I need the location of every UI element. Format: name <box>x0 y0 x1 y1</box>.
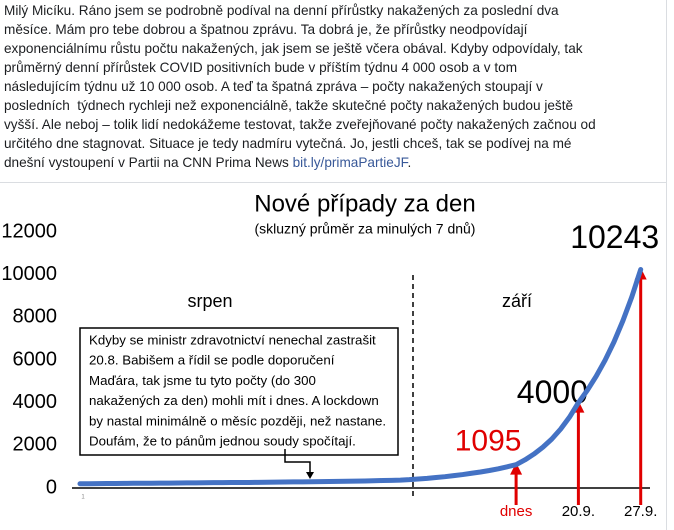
annotation-line: 20.8. Babišem a řídil se podle doporučen… <box>89 353 335 368</box>
annotation-arrowhead <box>306 472 314 479</box>
post-line: posledních týdnech rychleji než exponenc… <box>4 98 574 113</box>
annotation-line: nakažených za den) mohli mít i dnes. A l… <box>89 393 379 408</box>
chart-title: Nové případy za den <box>254 190 475 217</box>
highlight-arrowhead <box>510 462 523 475</box>
card-border <box>666 0 667 530</box>
post-line: následujícím týdnu už 10 000 osob. A teď… <box>4 79 543 94</box>
chart-subtitle: (skluzný průměr za minulých 7 dnů) <box>255 221 476 237</box>
region-label: září <box>502 291 532 311</box>
post-line: určitého dne stagnovat. Situace je tedy … <box>4 136 572 151</box>
y-tick-label: 12000 <box>1 220 57 242</box>
annotation-line: Kdyby se ministr zdravotnictví nenechal … <box>89 333 376 348</box>
annotation-line: Doufám, že to pánům jednou soudy spočíta… <box>89 434 356 449</box>
post-line: exponenciálnímu růstu počtu nakažených, … <box>4 41 583 56</box>
post-line: dnešní vystoupení v Partii na CNN Prima … <box>4 153 664 172</box>
y-tick-label: 8000 <box>13 306 58 328</box>
post-line: průměrný denní přírůstek COVID positivní… <box>4 60 518 75</box>
divider <box>0 182 667 183</box>
post-text-span: dnešní vystoupení v Partii na CNN Prima … <box>4 155 289 170</box>
y-tick-label: 0 <box>46 476 57 498</box>
y-tick-label: 10000 <box>1 263 57 285</box>
y-tick-label: 2000 <box>13 434 58 456</box>
post-text: Milý Micíku. Ráno jsem se podrobně podív… <box>4 1 664 172</box>
post-text-span: . <box>407 155 412 170</box>
annotation-line: by nastal minimálně o měsíc později, než… <box>89 413 386 428</box>
region-label: srpen <box>187 291 232 311</box>
data-line <box>77 266 644 487</box>
y-tick-label: 4000 <box>13 391 58 413</box>
post-line: měsíce. Mám pro tebe dobrou a špatnou zp… <box>4 22 528 37</box>
annotation-pointer <box>284 449 311 474</box>
annotation-line: Maďára, tak jsme tu tyto počty (do 300 <box>89 373 316 388</box>
value-label: 1095 <box>455 425 522 458</box>
annotation-box <box>79 327 399 456</box>
x-tick-label: dnes <box>500 503 533 520</box>
post-link[interactable]: bit.ly/primaPartieJF <box>292 155 408 170</box>
post-line: vyšší. Ale neboj – tolik lidí nedokážeme… <box>4 117 596 132</box>
y-tick-label: 6000 <box>13 348 58 370</box>
x-tick-label: 27.9. <box>624 503 657 520</box>
x-tick-label: 20.9. <box>562 503 595 520</box>
value-label: 10243 <box>570 219 659 255</box>
x-tick-label: 1 <box>81 495 85 501</box>
post-line: Milý Micíku. Ráno jsem se podrobně podív… <box>4 3 559 18</box>
